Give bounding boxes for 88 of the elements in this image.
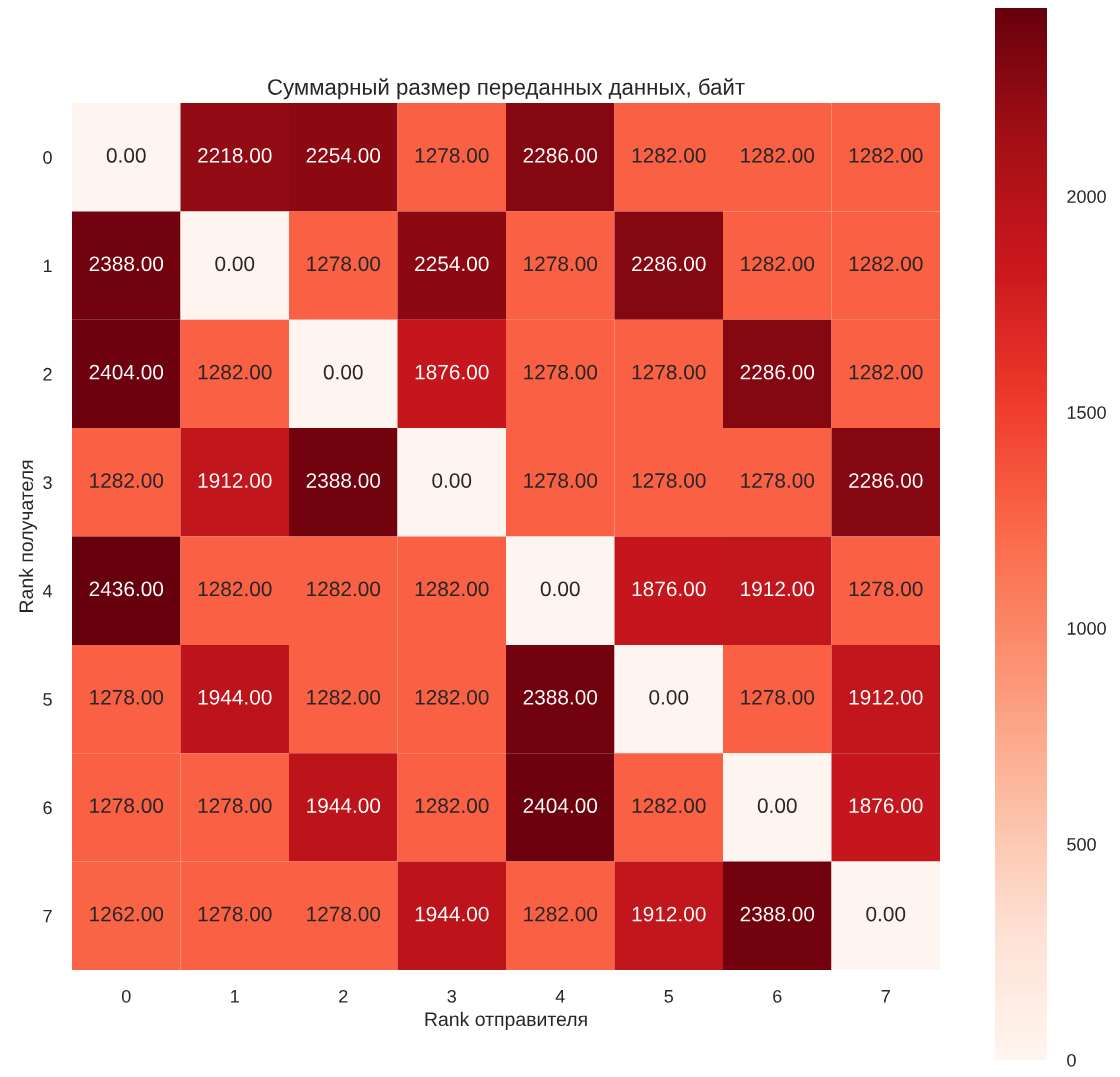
data-label: 1278.00 <box>90 689 164 705</box>
y-tick-label: 5 <box>43 693 52 706</box>
data-label: 1278.00 <box>90 798 164 814</box>
data-label: 1278.00 <box>524 256 598 272</box>
data-label: 1278.00 <box>198 906 272 922</box>
color-bar-label: 0 <box>1067 1053 1076 1067</box>
data-label: 1282.00 <box>415 689 489 705</box>
data-label: 1278.00 <box>415 148 489 163</box>
data-label: 1282.00 <box>849 148 923 163</box>
x-tick-label: 2 <box>339 989 348 1003</box>
x-tick-label: 7 <box>881 990 890 1003</box>
data-label: 1876.00 <box>415 364 489 380</box>
x-tick-label: 3 <box>447 989 456 1003</box>
data-label: 1282.00 <box>632 798 706 814</box>
data-label: 1282.00 <box>307 689 381 705</box>
data-label: 0.00 <box>106 148 146 163</box>
data-label: 2388.00 <box>523 689 598 705</box>
data-label: 1282.00 <box>524 906 598 922</box>
data-label: 2286.00 <box>849 473 923 488</box>
data-label: 1282.00 <box>849 364 923 380</box>
data-label: 0.00 <box>757 798 797 814</box>
color-bar-label: 1500 <box>1067 406 1106 419</box>
x-tick-label: 6 <box>773 989 782 1003</box>
data-label: 0.00 <box>323 364 363 380</box>
data-label: 1282.00 <box>741 256 815 272</box>
x-tick-label: 1 <box>231 990 239 1003</box>
data-label: 0.00 <box>866 906 906 922</box>
data-label: 1278.00 <box>632 473 706 488</box>
x-tick-label: 4 <box>555 990 565 1003</box>
data-label: 1912.00 <box>849 689 923 705</box>
data-label: 2388.00 <box>89 256 164 272</box>
y-tick-label: 4 <box>42 584 53 598</box>
chart-title: Суммарный размер переданных данных, байт <box>268 78 745 100</box>
color-bar-label: 500 <box>1067 838 1096 851</box>
data-label: 1282.00 <box>307 581 381 597</box>
data-label: 1944.00 <box>415 906 489 922</box>
data-label: 1282.00 <box>849 256 923 272</box>
data-label: 2436.00 <box>89 581 164 597</box>
data-label: 1278.00 <box>307 906 381 922</box>
data-label: 2388.00 <box>306 473 381 488</box>
y-axis-title: Rank получателя <box>18 460 37 612</box>
data-label: 1944.00 <box>307 798 381 814</box>
data-label: 1282.00 <box>741 148 815 163</box>
data-label: 2286.00 <box>523 148 598 163</box>
y-tick-label: 7 <box>43 909 52 923</box>
data-label: 1282.00 <box>198 364 272 380</box>
data-label: 1282.00 <box>198 581 272 597</box>
data-label: 2404.00 <box>523 798 598 814</box>
data-label: 1282.00 <box>415 798 489 814</box>
data-label: 1278.00 <box>741 689 815 705</box>
color-bar-label: 1000 <box>1067 622 1106 635</box>
data-label: 1944.00 <box>198 689 272 705</box>
y-tick-label: 1 <box>43 259 52 273</box>
data-label: 1282.00 <box>415 581 489 597</box>
data-label: 2404.00 <box>89 364 164 380</box>
data-label: 0.00 <box>432 473 472 488</box>
color-bar-label: 2000 <box>1067 190 1106 204</box>
x-tick-label: 5 <box>664 990 674 1003</box>
data-label: 0.00 <box>540 581 580 597</box>
data-label: 2388.00 <box>740 906 815 922</box>
data-label: 1912.00 <box>632 906 706 922</box>
x-tick-label: 0 <box>121 989 131 1003</box>
y-tick-label: 2 <box>43 367 52 381</box>
data-label: 2286.00 <box>632 256 706 272</box>
y-tick-label: 3 <box>43 476 52 490</box>
data-label: 1278.00 <box>524 364 598 380</box>
data-label: 1876.00 <box>849 798 923 814</box>
data-label: 0.00 <box>649 689 689 705</box>
data-label: 1262.00 <box>90 906 164 922</box>
data-label: 2254.00 <box>306 148 381 163</box>
data-label: 1278.00 <box>307 256 381 272</box>
y-tick-label: 0 <box>43 151 52 164</box>
data-label: 2254.00 <box>415 256 489 272</box>
data-label: 1278.00 <box>632 364 706 380</box>
data-label: 2286.00 <box>740 364 815 380</box>
y-tick-label: 6 <box>43 801 52 815</box>
data-label: 2218.00 <box>198 148 272 163</box>
data-label: 1278.00 <box>741 473 815 488</box>
data-label: 1278.00 <box>198 798 272 814</box>
data-label: 1282.00 <box>90 473 164 488</box>
data-label: 1278.00 <box>849 581 923 597</box>
data-label: 0.00 <box>215 256 255 272</box>
x-axis-title: Rank отправителя <box>425 1011 587 1030</box>
data-label: 1278.00 <box>524 473 598 488</box>
data-label: 1912.00 <box>741 581 815 597</box>
data-label: 1282.00 <box>632 148 706 163</box>
data-label: 1912.00 <box>198 473 272 488</box>
data-label: 1876.00 <box>632 581 706 597</box>
